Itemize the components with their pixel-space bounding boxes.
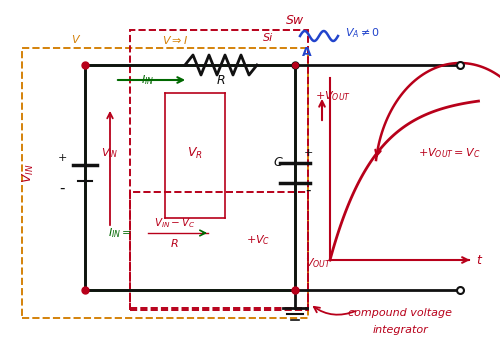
Text: $I_{IN}=$: $I_{IN}=$	[108, 226, 132, 240]
Text: R: R	[171, 239, 179, 249]
Text: $I_{IN}$: $I_{IN}$	[142, 73, 154, 87]
Text: $V_{OUT}$: $V_{OUT}$	[305, 256, 332, 270]
Text: $+V_C$: $+V_C$	[246, 233, 270, 247]
Bar	[85, 65, 295, 290]
Bar	[130, 30, 308, 308]
Text: $V_{IN}$: $V_{IN}$	[101, 146, 119, 160]
Text: +: +	[304, 148, 312, 158]
Bar	[22, 48, 308, 318]
Text: R: R	[216, 73, 226, 87]
Text: integrator: integrator	[372, 325, 428, 335]
Text: V: V	[71, 35, 79, 45]
Bar	[130, 192, 308, 310]
Text: Sw: Sw	[286, 14, 304, 26]
Text: -: -	[305, 182, 311, 198]
Text: $V_R$: $V_R$	[187, 145, 203, 160]
Text: C: C	[274, 157, 282, 169]
Text: compound voltage: compound voltage	[348, 308, 452, 318]
Text: $+V_{OUT}$: $+V_{OUT}$	[315, 89, 351, 103]
Text: $t$: $t$	[476, 253, 484, 267]
Text: $V_{IN}-V_C$: $V_{IN}-V_C$	[154, 216, 196, 230]
Text: $V_A\neq 0$: $V_A\neq 0$	[345, 26, 380, 40]
Text: Si: Si	[263, 33, 273, 43]
Text: $V\Rightarrow I$: $V\Rightarrow I$	[162, 34, 188, 46]
Text: +: +	[58, 153, 66, 163]
Text: -: -	[60, 181, 65, 196]
Text: $+V_{OUT}=V_C$: $+V_{OUT}=V_C$	[418, 146, 480, 160]
Text: A: A	[302, 47, 312, 60]
Text: $V_{IN}$: $V_{IN}$	[20, 163, 36, 183]
